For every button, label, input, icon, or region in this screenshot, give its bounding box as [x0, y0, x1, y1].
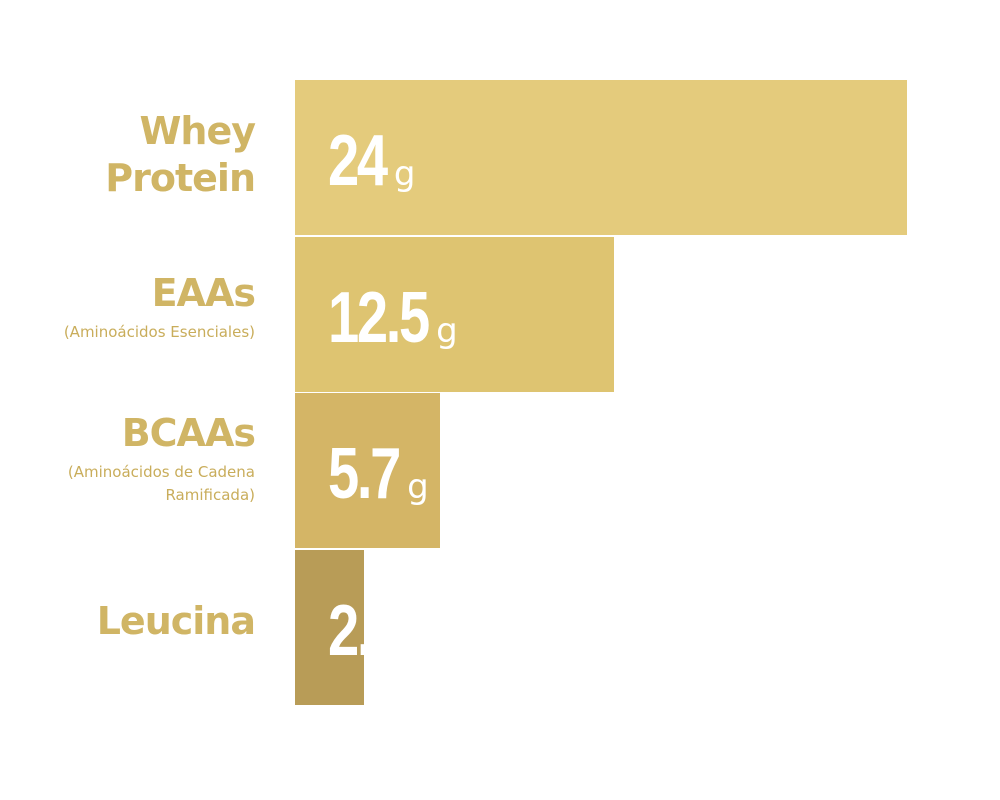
bar-value-label: 12.5 g	[328, 282, 458, 354]
bar-value-label: 5.7 g	[328, 438, 429, 510]
category-name: Whey Protein	[105, 109, 256, 200]
value-number: 2.7	[328, 590, 401, 671]
category-label: Leucina	[96, 598, 256, 645]
value-unit: g	[393, 154, 416, 194]
category-name: EAAs	[151, 271, 256, 315]
category-name: Leucina	[96, 599, 256, 643]
bar-0: 24 g	[295, 80, 907, 235]
value-unit: g	[407, 623, 429, 664]
value-unit: g	[436, 310, 458, 351]
category-label: Whey Protein	[105, 108, 256, 202]
category-label: EAAs (Aminoácidos Esenciales)	[63, 270, 256, 344]
value-number: 12.5	[328, 277, 430, 358]
bar-2: 5.7 g	[295, 393, 440, 548]
category-name: BCAAs	[121, 411, 256, 455]
bar-value-label: 2.7 g	[328, 595, 429, 667]
bar-1: 12.5 g	[295, 236, 614, 392]
value-unit: g	[407, 467, 429, 507]
bar-3: 2.7 g	[295, 549, 429, 705]
category-subtitle: (Aminoácidos de Cadena Ramificada)	[67, 463, 255, 504]
value-number: 24	[328, 121, 388, 201]
category-label: BCAAs (Aminoácidos de Cadena Ramificada)	[67, 410, 256, 507]
category-subtitle: (Aminoácidos Esenciales)	[63, 323, 255, 341]
bar-value-label: 24 g	[328, 125, 415, 197]
value-number: 5.7	[328, 434, 401, 514]
